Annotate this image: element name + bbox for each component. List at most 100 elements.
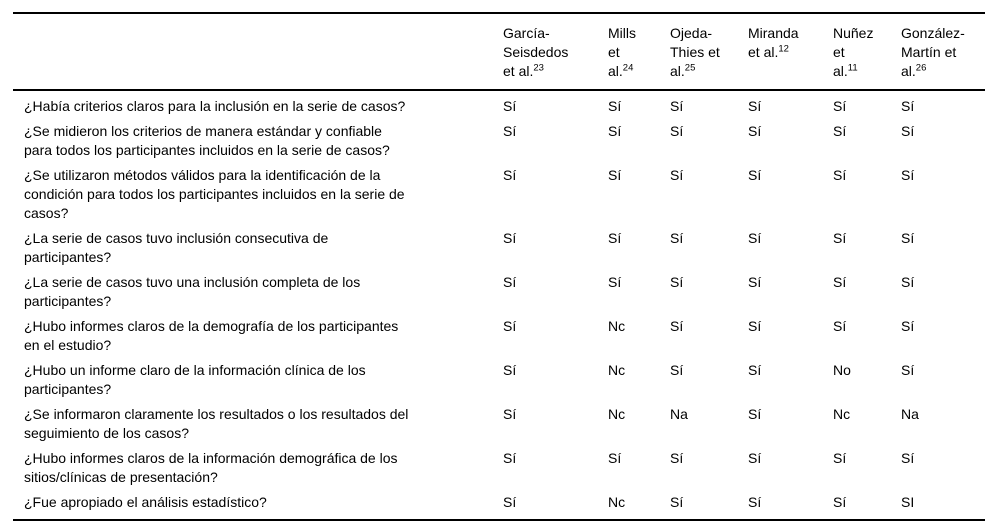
answer-cell: Sí	[608, 123, 622, 139]
question-cell: ¿Se informaron claramente los resultados…	[24, 406, 409, 441]
question-cell: ¿Fue apropiado el análisis estadístico?	[24, 494, 267, 510]
table-row: ¿Se midieron los criterios de manera est…	[13, 119, 985, 163]
answer-cell: Sí	[608, 274, 622, 290]
answer-cell: Na	[901, 406, 919, 422]
answer-cell: Nc	[608, 406, 626, 422]
answer-cell: Sí	[833, 450, 847, 466]
answer-cell: Sí	[503, 274, 517, 290]
reference-superscript: 26	[915, 62, 927, 74]
answer-cell: Sí	[901, 318, 915, 334]
table-row: ¿Fue apropiado el análisis estadístico? S…	[13, 490, 985, 515]
quality-assessment-table: García- Seisdedos et al.23 Mills et al.24…	[13, 12, 985, 521]
answer-cell: Sí	[748, 98, 762, 114]
study-header: Nuñez et al.11	[833, 24, 901, 81]
table-row: ¿Se utilizaron métodos válidos para la i…	[13, 163, 985, 226]
answer-cell: Sí	[670, 318, 684, 334]
study-header: Ojeda- Thies et al.25	[670, 24, 748, 81]
answer-cell: Sí	[748, 362, 762, 378]
answer-cell: Sí	[833, 318, 847, 334]
question-cell: ¿Se midieron los criterios de manera est…	[24, 123, 390, 158]
answer-cell: Sí	[901, 167, 915, 183]
answer-cell: Sí	[670, 230, 684, 246]
study-header: González- Martín et al.26	[901, 24, 985, 81]
answer-cell: Sí	[748, 274, 762, 290]
table-row: ¿Hubo informes claros de la demografía d…	[13, 314, 985, 358]
reference-superscript: 11	[847, 62, 858, 74]
answer-cell: Sí	[503, 230, 517, 246]
answer-cell: Sí	[748, 123, 762, 139]
answer-cell: Nc	[833, 406, 851, 422]
study-header: Miranda et al.12	[748, 24, 833, 62]
answer-cell: Sí	[833, 274, 847, 290]
table-row: ¿Se informaron claramente los resultados…	[13, 402, 985, 446]
answer-cell: Sí	[901, 98, 915, 114]
answer-cell: Sí	[833, 98, 847, 114]
table-header-row: García- Seisdedos et al.23 Mills et al.24…	[13, 14, 985, 91]
study-name: González- Martín et al.	[901, 25, 965, 79]
table-row: ¿Hubo informes claros de la información …	[13, 446, 985, 490]
reference-superscript: 25	[684, 62, 696, 74]
study-name: Miranda et al.	[748, 25, 799, 60]
answer-cell: Sí	[901, 274, 915, 290]
answer-cell: Sí	[748, 318, 762, 334]
study-name: Ojeda- Thies et al.	[670, 25, 720, 79]
question-cell: ¿La serie de casos tuvo inclusión consec…	[24, 230, 329, 265]
answer-cell: Sí	[833, 230, 847, 246]
answer-cell: Sí	[608, 98, 622, 114]
reference-superscript: 23	[533, 62, 544, 74]
answer-cell: Sí	[901, 230, 915, 246]
answer-cell: Na	[670, 406, 688, 422]
answer-cell: Sí	[748, 167, 762, 183]
question-cell: ¿Hubo informes claros de la demografía d…	[24, 318, 399, 353]
table-row: ¿La serie de casos tuvo inclusión consec…	[13, 226, 985, 270]
answer-cell: SI	[901, 494, 915, 510]
table-row: ¿La serie de casos tuvo una inclusión co…	[13, 270, 985, 314]
answer-cell: Sí	[833, 123, 847, 139]
answer-cell: Sí	[670, 274, 684, 290]
study-name: Mills et al.	[608, 25, 636, 79]
answer-cell: No	[833, 362, 851, 378]
answer-cell: Sí	[901, 362, 915, 378]
table-row: ¿Hubo un informe claro de la información…	[13, 358, 985, 402]
answer-cell: Sí	[608, 167, 622, 183]
answer-cell: Sí	[670, 167, 684, 183]
study-name: Nuñez et al.	[833, 25, 874, 79]
answer-cell: Sí	[901, 123, 915, 139]
study-header: García- Seisdedos et al.23	[503, 24, 608, 81]
answer-cell: Sí	[833, 494, 847, 510]
answer-cell: Sí	[503, 450, 517, 466]
question-cell: ¿Se utilizaron métodos válidos para la i…	[24, 167, 405, 221]
answer-cell: Sí	[608, 230, 622, 246]
question-cell: ¿Había criterios claros para la inclusió…	[24, 98, 406, 114]
answer-cell: Sí	[608, 450, 622, 466]
answer-cell: Sí	[503, 494, 517, 510]
answer-cell: Sí	[503, 167, 517, 183]
answer-cell: Sí	[670, 98, 684, 114]
answer-cell: Sí	[503, 123, 517, 139]
answer-cell: Sí	[748, 230, 762, 246]
answer-cell: Sí	[503, 406, 517, 422]
answer-cell: Sí	[748, 450, 762, 466]
answer-cell: Sí	[670, 362, 684, 378]
answer-cell: Sí	[748, 406, 762, 422]
answer-cell: Sí	[503, 318, 517, 334]
answer-cell: Sí	[748, 494, 762, 510]
study-name: García- Seisdedos et al.	[503, 25, 569, 79]
answer-cell: Sí	[670, 123, 684, 139]
answer-cell: Sí	[833, 167, 847, 183]
reference-superscript: 24	[622, 62, 634, 74]
answer-cell: Nc	[608, 494, 626, 510]
answer-cell: Nc	[608, 318, 626, 334]
reference-superscript: 12	[778, 43, 789, 55]
question-cell: ¿La serie de casos tuvo una inclusión co…	[24, 274, 361, 309]
study-header: Mills et al.24	[608, 24, 670, 81]
answer-cell: Sí	[503, 362, 517, 378]
answer-cell: Nc	[608, 362, 626, 378]
question-cell: ¿Hubo un informe claro de la información…	[24, 362, 366, 397]
question-cell: ¿Hubo informes claros de la información …	[24, 450, 398, 485]
answer-cell: Sí	[901, 450, 915, 466]
answer-cell: Sí	[670, 494, 684, 510]
table-body: ¿Había criterios claros para la inclusió…	[13, 91, 985, 519]
answer-cell: Sí	[670, 450, 684, 466]
